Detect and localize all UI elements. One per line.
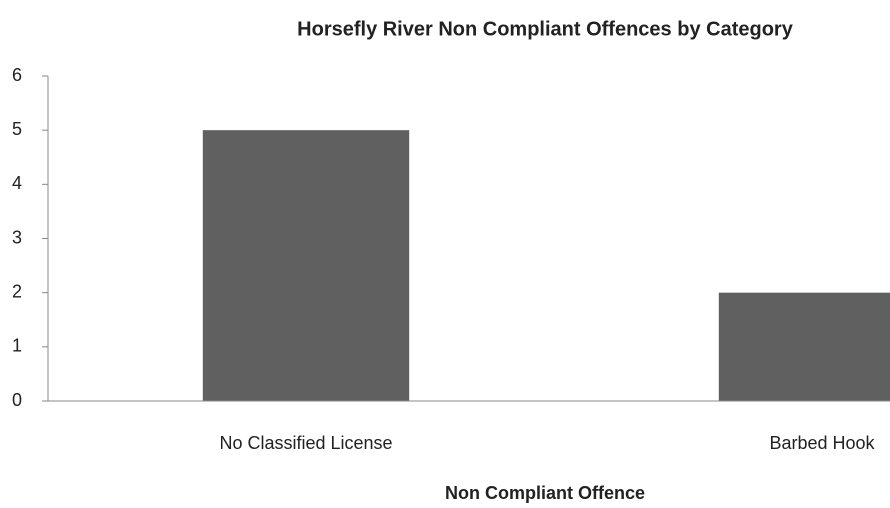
y-tick-label: 2	[12, 281, 22, 301]
y-tick-label: 1	[12, 336, 22, 356]
y-tick-label: 0	[12, 390, 22, 410]
bar	[202, 130, 410, 401]
y-tick-label: 3	[12, 227, 22, 247]
y-tick-label: 6	[12, 65, 22, 85]
x-tick-label: Barbed Hook	[769, 433, 875, 453]
y-tick-label: 5	[12, 119, 22, 139]
x-tick-label: No Classified License	[219, 433, 392, 453]
x-axis-title: Non Compliant Offence	[445, 483, 645, 503]
bar	[718, 292, 890, 401]
y-tick-label: 4	[12, 173, 22, 193]
chart-title: Horsefly River Non Compliant Offences by…	[297, 18, 794, 40]
